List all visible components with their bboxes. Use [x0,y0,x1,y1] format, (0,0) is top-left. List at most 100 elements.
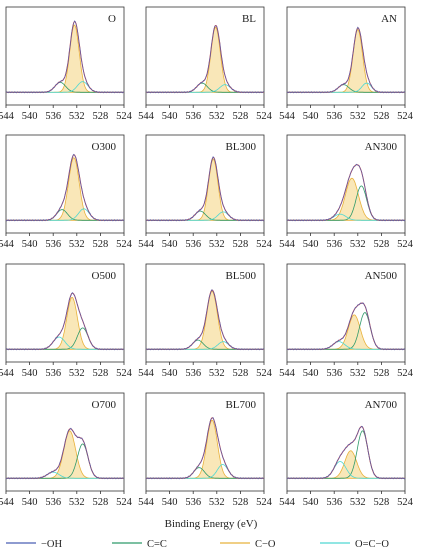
x-tick-label: 540 [303,111,319,122]
x-tick-label: 532 [350,497,366,508]
x-tick-label: 536 [185,497,201,508]
panel-an500: AN500 544 540 536 532 528 524 [279,263,414,379]
panel-title: O300 [92,141,117,153]
x-tick-label: 532 [350,239,366,250]
panel-frame [5,6,125,106]
raw-data-curve [286,26,406,94]
panel-frame [5,263,125,363]
raw-data-curve [286,163,406,222]
panel-title: O500 [92,270,117,282]
panel-an300: AN300 544 540 536 532 528 524 [279,134,414,250]
panel-bl: BL 544 540 536 532 528 524 [138,6,273,122]
legend: −OH C=C C−O O=C−O [6,539,389,550]
raw-data-curve [146,289,265,351]
x-tick-label: 544 [138,111,155,122]
x-tick-label: 528 [93,111,109,122]
x-tick-label: 544 [279,368,296,379]
component-main [6,24,124,93]
x-tick-label: 536 [326,368,342,379]
panel-frame [5,392,125,492]
panel-frame [145,263,265,363]
x-tick-label: 536 [45,497,61,508]
panel-title: AN [381,13,397,25]
x-tick-label: 532 [209,111,225,122]
panel-frame [145,134,265,234]
raw-data-curve [286,425,406,480]
panel-title: BL500 [225,270,256,282]
x-tick-label: 536 [185,239,201,250]
panel-bl700: BL700 544 540 536 532 528 524 [138,392,273,508]
panel-frame [145,392,265,492]
x-tick-label: 540 [22,239,38,250]
x-tick-label: 532 [350,368,366,379]
x-tick-label: 524 [256,239,273,250]
component-main [287,177,405,221]
x-tick-label: 524 [116,111,133,122]
x-tick-label: 532 [209,497,225,508]
panel-an700: AN700 544 540 536 532 528 524 [279,392,414,508]
panel-title: AN300 [365,141,398,153]
x-tick-label: 528 [93,239,109,250]
panel-frame [145,6,265,106]
component-main [146,26,264,93]
panel-frame [286,134,406,234]
x-tick-label: 524 [116,239,133,250]
x-tick-label: 544 [0,497,15,508]
panel-frame [286,6,406,106]
component-main [6,430,124,479]
component-main [287,450,405,479]
x-tick-label: 540 [303,368,319,379]
panel-title: BL300 [225,141,256,153]
raw-data-curve [5,292,125,351]
x-tick-label: 544 [0,239,15,250]
x-tick-label: 536 [326,111,342,122]
x-tick-label: 528 [93,497,109,508]
panel-o500: O500 544 540 536 532 528 524 [0,263,133,379]
x-tick-label: 544 [138,497,155,508]
panel-frame [5,134,125,234]
legend-label: C−O [255,539,276,550]
raw-data-curve [286,302,406,351]
x-tick-label: 536 [185,368,201,379]
x-tick-label: 528 [233,368,249,379]
panel-frame [286,263,406,363]
panel-title: O700 [92,399,117,411]
panel-title: AN500 [365,270,398,282]
raw-data-curve [145,25,265,94]
x-tick-label: 524 [397,368,414,379]
raw-data-curve [5,20,125,94]
x-tick-label: 532 [209,239,225,250]
x-tick-label: 532 [350,111,366,122]
x-tick-label: 524 [116,497,133,508]
x-tick-label: 528 [374,497,390,508]
x-tick-label: 540 [303,497,319,508]
panel-bl500: BL500 544 540 536 532 528 524 [138,263,273,379]
x-tick-label: 536 [45,239,61,250]
panel-title: AN700 [365,399,398,411]
x-tick-label: 536 [45,368,61,379]
raw-data-curve [145,417,264,480]
x-tick-label: 524 [256,368,273,379]
raw-data-curve [145,155,265,222]
x-tick-label: 536 [326,239,342,250]
panel-frame [286,392,406,492]
panel-title: BL [242,13,256,25]
x-tick-label: 528 [233,497,249,508]
x-tick-label: 524 [397,111,414,122]
x-tick-label: 544 [138,368,155,379]
x-tick-label: 532 [69,368,85,379]
x-tick-label: 528 [374,111,390,122]
x-tick-label: 540 [162,368,178,379]
x-tick-label: 544 [279,239,296,250]
panel-o: O 544 540 536 532 528 524 [0,6,133,122]
x-tick-label: 544 [279,497,296,508]
x-tick-label: 528 [93,368,109,379]
x-tick-label: 528 [374,368,390,379]
x-tick-label: 524 [256,111,273,122]
x-tick-label: 528 [233,111,249,122]
x-tick-label: 540 [22,111,38,122]
x-tick-label: 544 [138,239,155,250]
x-tick-label: 540 [162,111,178,122]
x-tick-label: 544 [0,111,15,122]
legend-label: −OH [41,539,63,550]
